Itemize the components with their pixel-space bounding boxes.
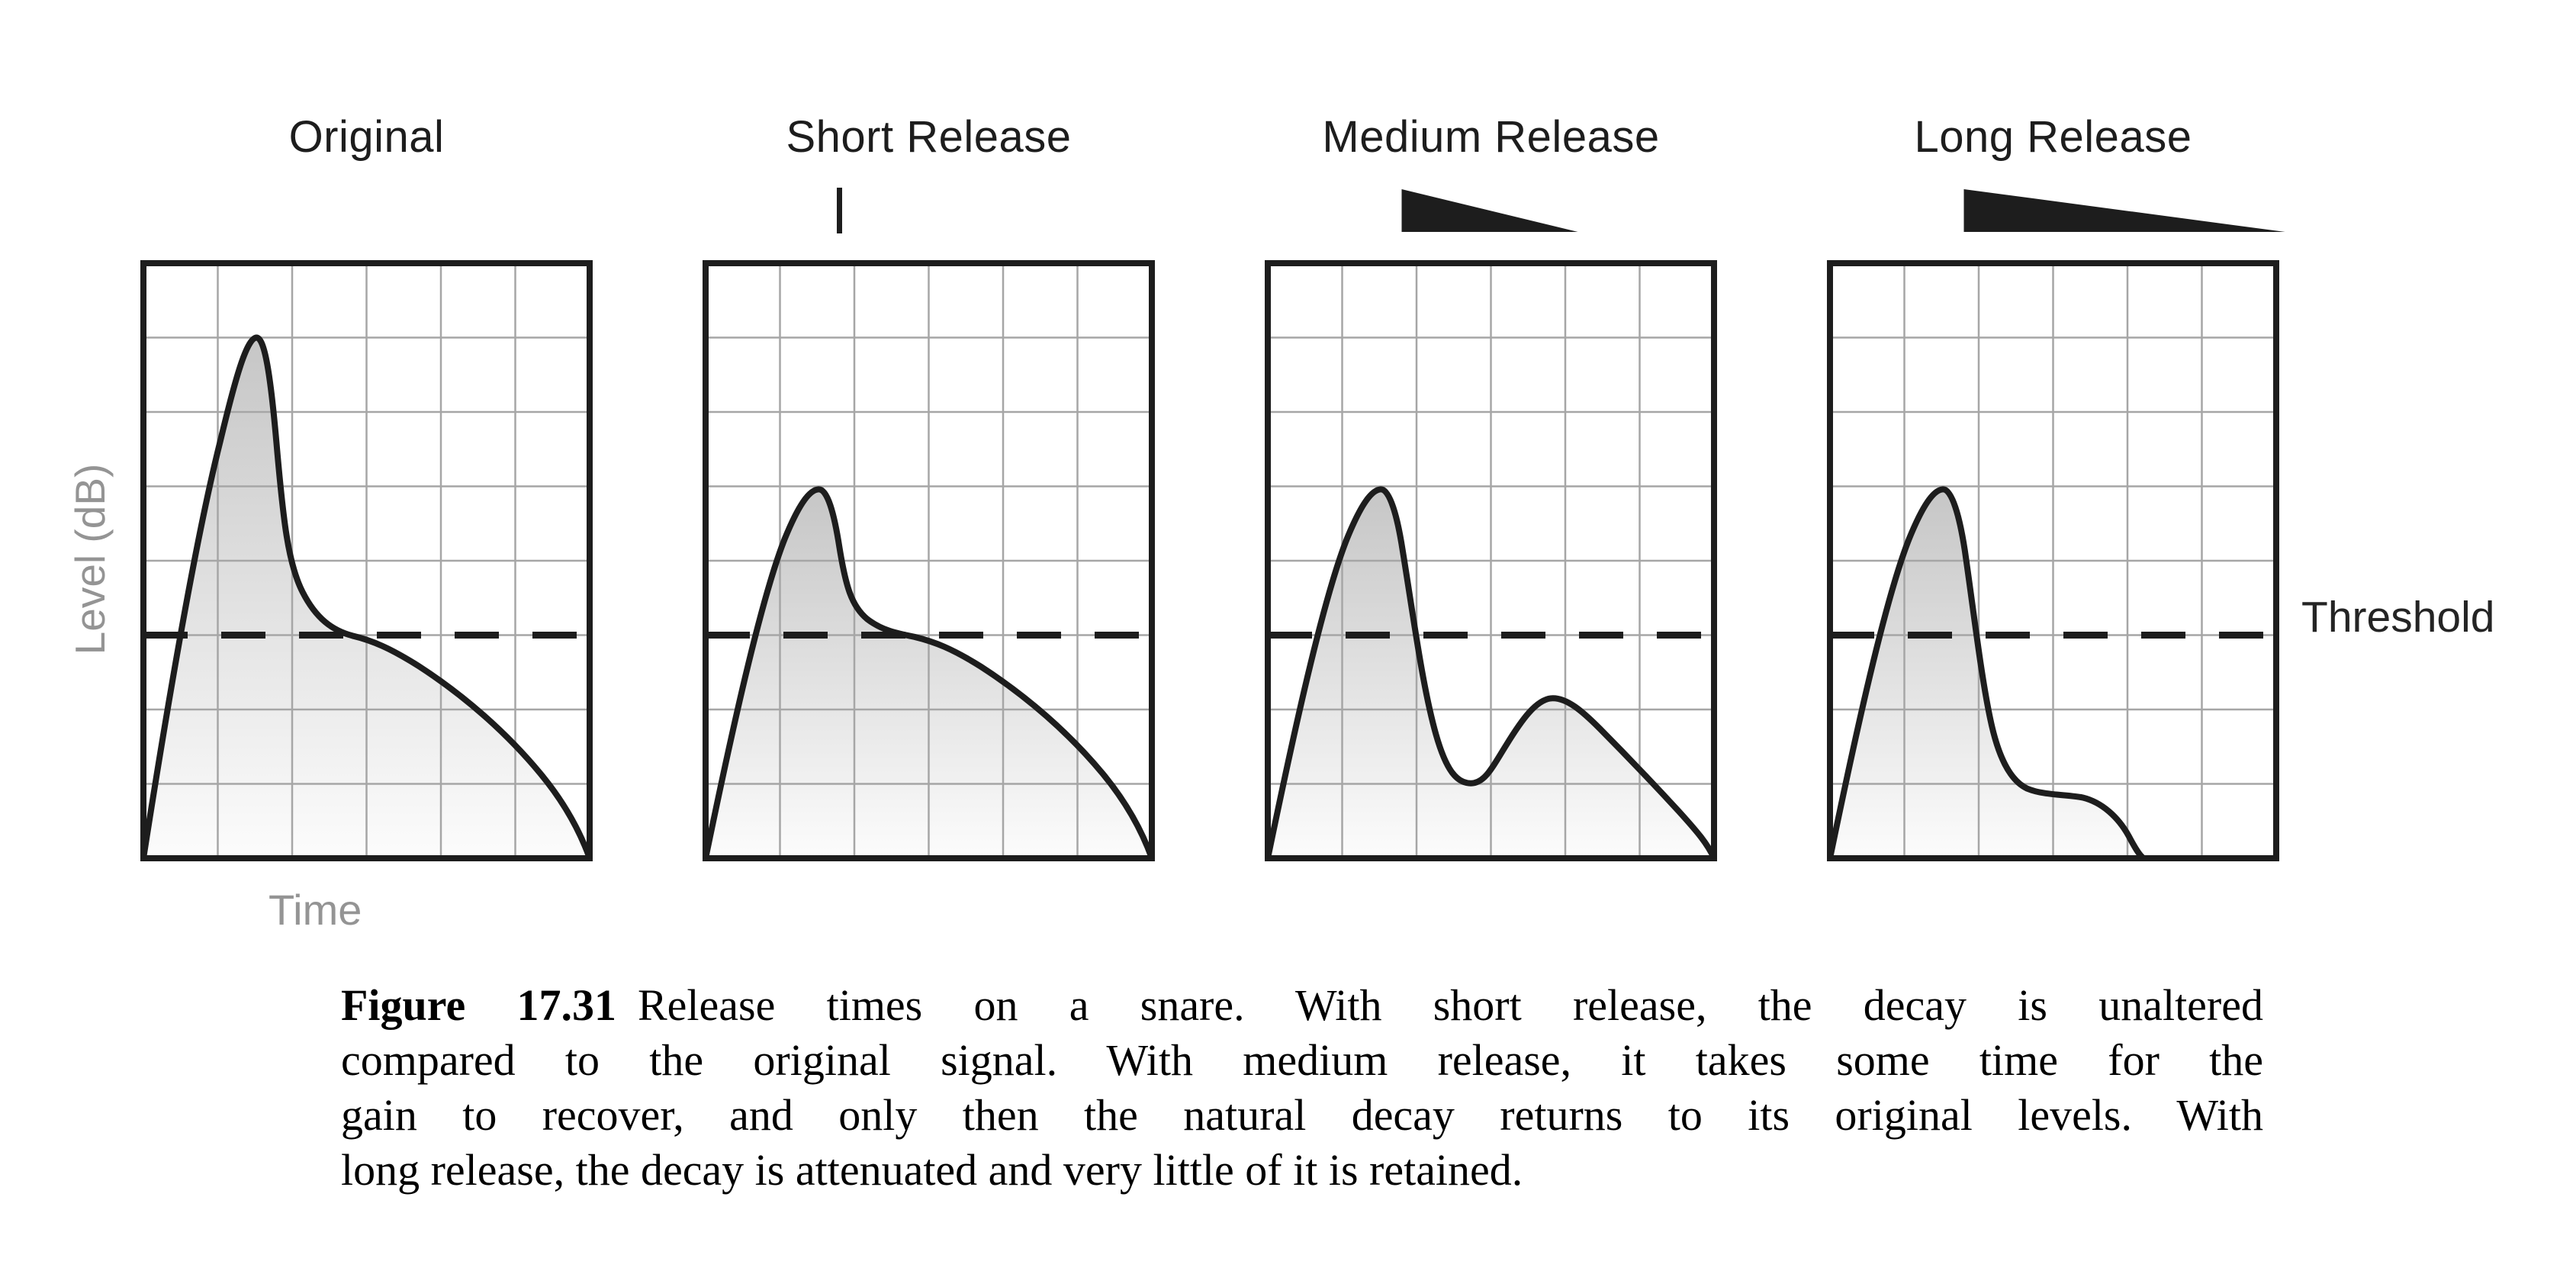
panel-title-short-release: Short Release <box>786 112 1072 162</box>
panel-plot-1 <box>703 188 1155 861</box>
y-axis-label: Level (dB) <box>66 463 114 655</box>
panel-border <box>140 260 593 861</box>
x-axis-label: Time <box>269 886 362 934</box>
envelope-area <box>1268 489 1714 858</box>
panel-border <box>1827 260 2279 861</box>
long-release-wedge-icon <box>1963 189 2285 232</box>
envelope-area <box>143 337 590 858</box>
caption-line-4: long release, the decay is attenuated an… <box>341 1145 1523 1195</box>
medium-release-wedge-icon <box>1401 189 1578 232</box>
panel-plot-3 <box>1827 189 2285 861</box>
panel-plot-0 <box>140 260 593 861</box>
envelope-curve <box>1827 486 2147 861</box>
figure-caption: Figure 17.31 Release times on a snare. Wi… <box>341 978 2263 1198</box>
threshold-label: Threshold <box>2301 593 2495 642</box>
caption-line-3: gain to recover, and only then the natur… <box>341 1090 2263 1140</box>
caption-line-1: Figure 17.31 Release times on a snare. Wi… <box>341 978 2263 1033</box>
caption-line-2: compared to the original signal. With me… <box>341 1035 2263 1085</box>
caption-figure-number: Figure 17.31 <box>341 980 616 1030</box>
envelope-curve <box>1265 486 1717 861</box>
panel-title-medium-release: Medium Release <box>1322 112 1660 162</box>
panel-title-long-release: Long Release <box>1914 112 2192 162</box>
panel-plot-2 <box>1265 189 1717 861</box>
panel-border <box>703 260 1155 861</box>
envelope-curve <box>703 486 1155 861</box>
caption-line-1-text: Release times on a snare. With short rel… <box>638 980 2263 1030</box>
envelope-area <box>1830 489 2144 858</box>
envelope-curve <box>140 334 593 861</box>
panel-border <box>1265 260 1717 861</box>
panel-title-original: Original <box>288 112 445 162</box>
